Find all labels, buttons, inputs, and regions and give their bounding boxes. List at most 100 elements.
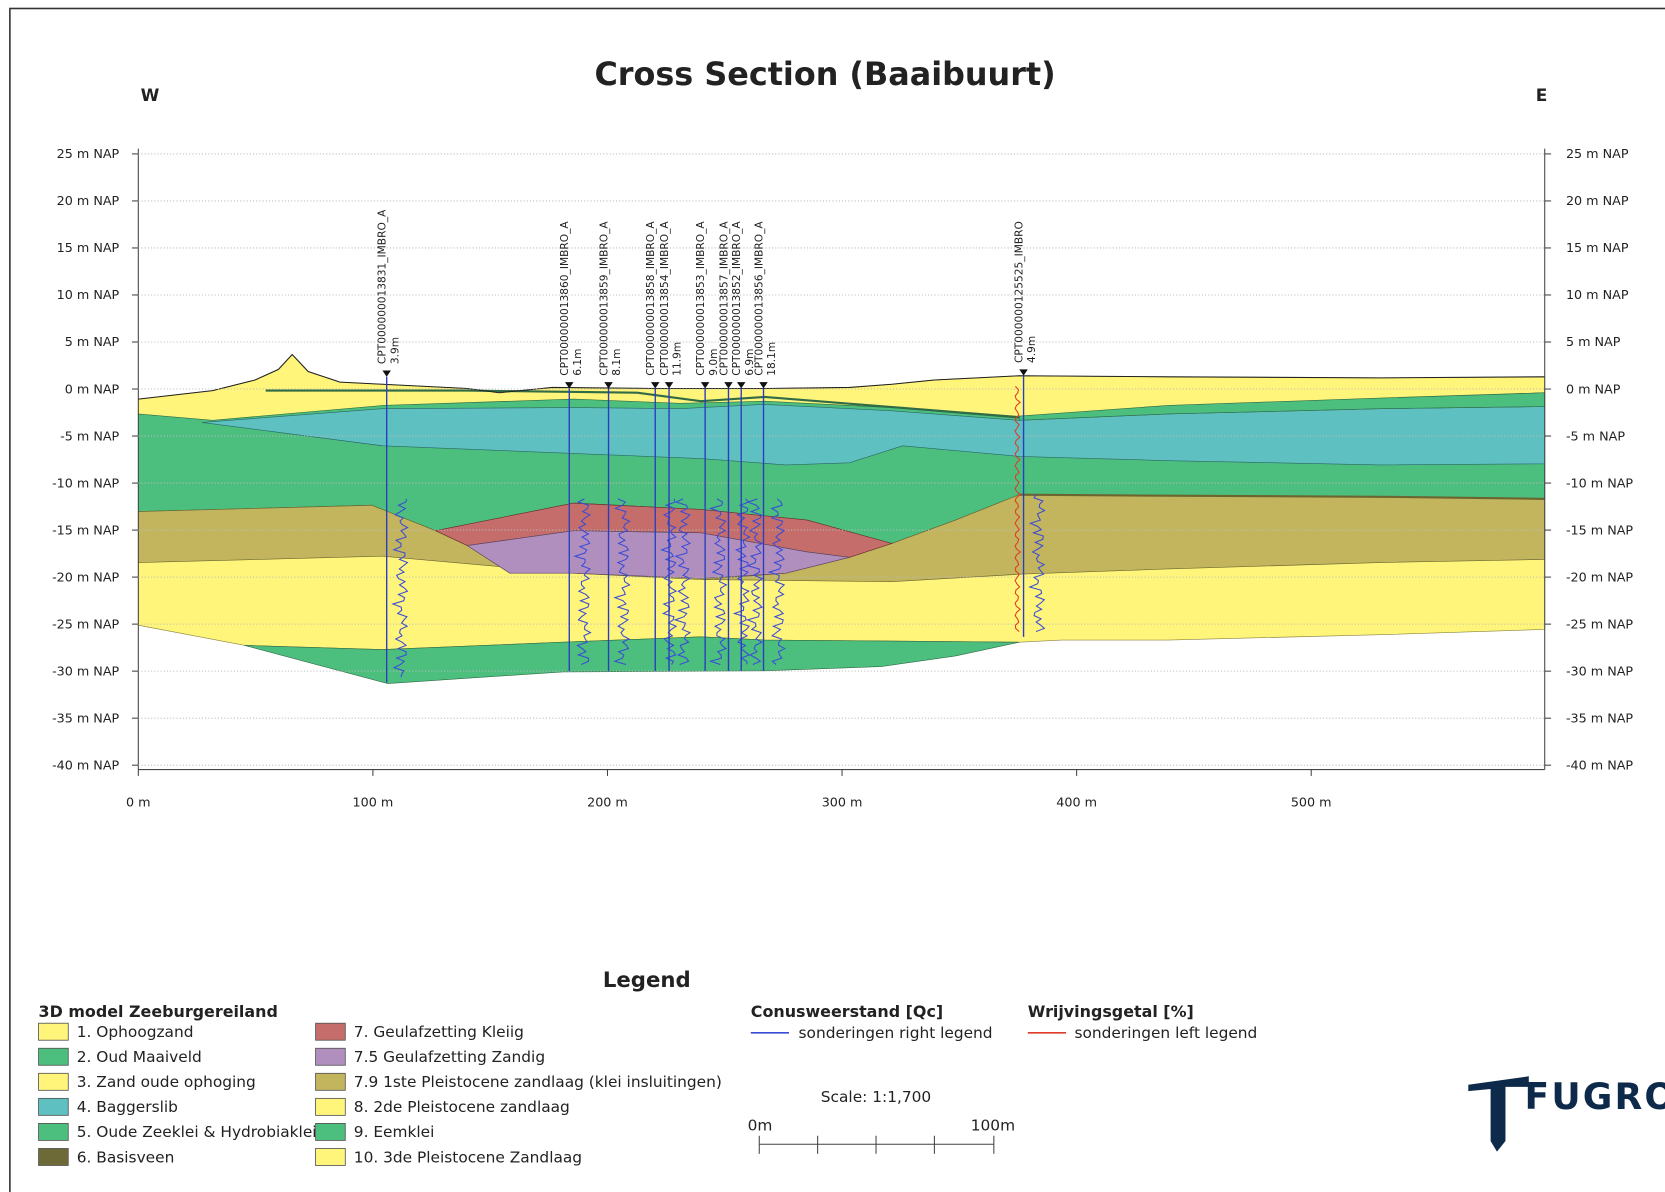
fr-label: sonderingen left legend — [1075, 1024, 1258, 1042]
logo-text: FUGRO — [1525, 1076, 1665, 1118]
cpt-label: CPT000000013856_IMBRO_A — [752, 221, 765, 376]
x-tick-label: 300 m — [822, 796, 863, 811]
legend-swatch — [316, 1098, 346, 1115]
legend-label: 7.9 1ste Pleistocene zandlaag (klei insl… — [354, 1073, 722, 1091]
scale-end: 100m — [971, 1116, 1015, 1134]
cpt-label: CPT000000013852_IMBRO_A — [730, 221, 743, 376]
cpt-depth: 4.9m — [1025, 336, 1038, 363]
cpt-marker — [701, 382, 709, 388]
cpt-label: CPT000000013858_IMBRO_A — [644, 221, 657, 376]
y-tick-label: 5 m NAP — [65, 335, 120, 350]
y-tick-label-right: -15 m NAP — [1566, 523, 1633, 538]
legend-swatch — [39, 1023, 69, 1040]
cpt-marker — [651, 382, 659, 388]
legend-swatch — [39, 1123, 69, 1140]
cpt-label: CPT000000013853_IMBRO_A — [694, 221, 707, 376]
legend-label: 7.5 Geulafzetting Zandig — [354, 1048, 545, 1066]
y-tick-label: -30 m NAP — [52, 664, 119, 679]
cpt-depth: 8.1m — [610, 349, 623, 376]
scale-label: Scale: 1:1,700 — [821, 1088, 931, 1106]
y-tick-label-right: -40 m NAP — [1566, 758, 1633, 773]
legend-swatch — [316, 1148, 346, 1165]
legend-model-title: 3D model Zeeburgereiland — [39, 1002, 278, 1021]
cpt-marker — [737, 382, 745, 388]
legend-items: 1. Ophoogzand 2. Oud Maaiveld 3. Zand oude… — [39, 1023, 722, 1166]
scale-start: 0m — [748, 1116, 773, 1134]
legend-label: 8. 2de Pleistocene zandlaag — [354, 1098, 570, 1116]
x-tick-label: 500 m — [1291, 796, 1332, 811]
y-tick-label: 20 m NAP — [57, 194, 120, 209]
y-tick-label-right: 5 m NAP — [1566, 335, 1621, 350]
x-tick-label: 100 m — [353, 796, 394, 811]
cpt-label: CPT000000013831_IMBRO_A — [376, 209, 389, 364]
y-tick-label-right: 25 m NAP — [1566, 147, 1629, 162]
cpt-depth: 11.9m — [671, 342, 684, 376]
cpt-label: CPT000000013857_IMBRO_A — [717, 221, 730, 376]
qc-label: sonderingen right legend — [799, 1024, 993, 1042]
cpt-label: CPT000000013859_IMBRO_A — [597, 221, 610, 376]
y-tick-label: -20 m NAP — [52, 570, 119, 585]
y-tick-label-right: 10 m NAP — [1566, 288, 1629, 303]
legend-swatch — [39, 1073, 69, 1090]
y-tick-label-right: 15 m NAP — [1566, 241, 1629, 256]
page: Cross Section (Baaibuurt) W E 25 m NAP 25… — [0, 0, 1665, 1192]
cpt-depth: 18.1m — [765, 342, 778, 376]
legend-label: 7. Geulafzetting Kleiig — [354, 1023, 524, 1041]
legend-label: 4. Baggerslib — [77, 1098, 178, 1116]
x-tick-label: 400 m — [1056, 796, 1097, 811]
y-tick-label: 10 m NAP — [57, 288, 120, 303]
west-label: W — [141, 86, 160, 106]
legend-label: 5. Oude Zeeklei & Hydrobiaklei — [77, 1123, 317, 1141]
cross-section — [138, 355, 1544, 684]
legend-swatch — [39, 1098, 69, 1115]
legend-label: 1. Ophoogzand — [77, 1023, 194, 1041]
cpt-label: CPT000000125525_IMBRO — [1012, 221, 1025, 363]
cpt-depth: 6.1m — [571, 349, 584, 376]
y-tick-label-right: -20 m NAP — [1566, 570, 1633, 585]
legend-swatch — [39, 1148, 69, 1165]
fr-title: Wrijvingsgetal [%] — [1028, 1002, 1194, 1021]
legend-label: 6. Basisveen — [77, 1148, 175, 1166]
y-tick-label-right: -5 m NAP — [1566, 429, 1625, 444]
y-tick-label-right: -25 m NAP — [1566, 617, 1633, 632]
y-tick-label-right: 20 m NAP — [1566, 194, 1629, 209]
logo: FUGRO — [1468, 1076, 1665, 1151]
qc-title: Conusweerstand [Qc] — [751, 1002, 943, 1021]
x-tick-label: 200 m — [587, 796, 628, 811]
cpt-marker — [382, 370, 390, 376]
cpt-marker — [724, 382, 732, 388]
x-tick-label: 0 m — [126, 796, 151, 811]
cpt-marker — [665, 382, 673, 388]
y-tick-label: 25 m NAP — [57, 147, 120, 162]
y-tick-label: -10 m NAP — [52, 476, 119, 491]
cpt-label: CPT000000013854_IMBRO_A — [658, 221, 671, 376]
east-label: E — [1536, 86, 1548, 106]
scale-bar — [759, 1136, 994, 1154]
y-tick-label: -25 m NAP — [52, 617, 119, 632]
legend-title: Legend — [603, 968, 691, 993]
legend-swatch — [39, 1048, 69, 1065]
cpt-marker — [1019, 369, 1027, 375]
legend-label: 10. 3de Pleistocene Zandlaag — [354, 1148, 582, 1166]
legend-label: 9. Eemklei — [354, 1123, 435, 1141]
legend-swatch — [316, 1023, 346, 1040]
cpt-marker — [759, 382, 767, 388]
y-tick-label: 0 m NAP — [65, 382, 120, 397]
y-tick-label: -15 m NAP — [52, 523, 119, 538]
legend-label: 3. Zand oude ophoging — [77, 1073, 256, 1091]
y-tick-label: -35 m NAP — [52, 711, 119, 726]
y-tick-label-right: 0 m NAP — [1566, 382, 1621, 397]
title: Cross Section (Baaibuurt) — [594, 55, 1055, 93]
legend-label: 2. Oud Maaiveld — [77, 1048, 202, 1066]
cpt-depth: 3.9m — [388, 337, 401, 364]
cpt-label: CPT000000013860_IMBRO_A — [558, 221, 571, 376]
y-tick-label-right: -35 m NAP — [1566, 711, 1633, 726]
y-tick-label-right: -10 m NAP — [1566, 476, 1633, 491]
legend-swatch — [316, 1048, 346, 1065]
legend-swatch — [316, 1073, 346, 1090]
y-tick-label: -5 m NAP — [60, 429, 119, 444]
y-tick-label: 15 m NAP — [57, 241, 120, 256]
y-tick-label: -40 m NAP — [52, 758, 119, 773]
y-tick-label-right: -30 m NAP — [1566, 664, 1633, 679]
legend-swatch — [316, 1123, 346, 1140]
